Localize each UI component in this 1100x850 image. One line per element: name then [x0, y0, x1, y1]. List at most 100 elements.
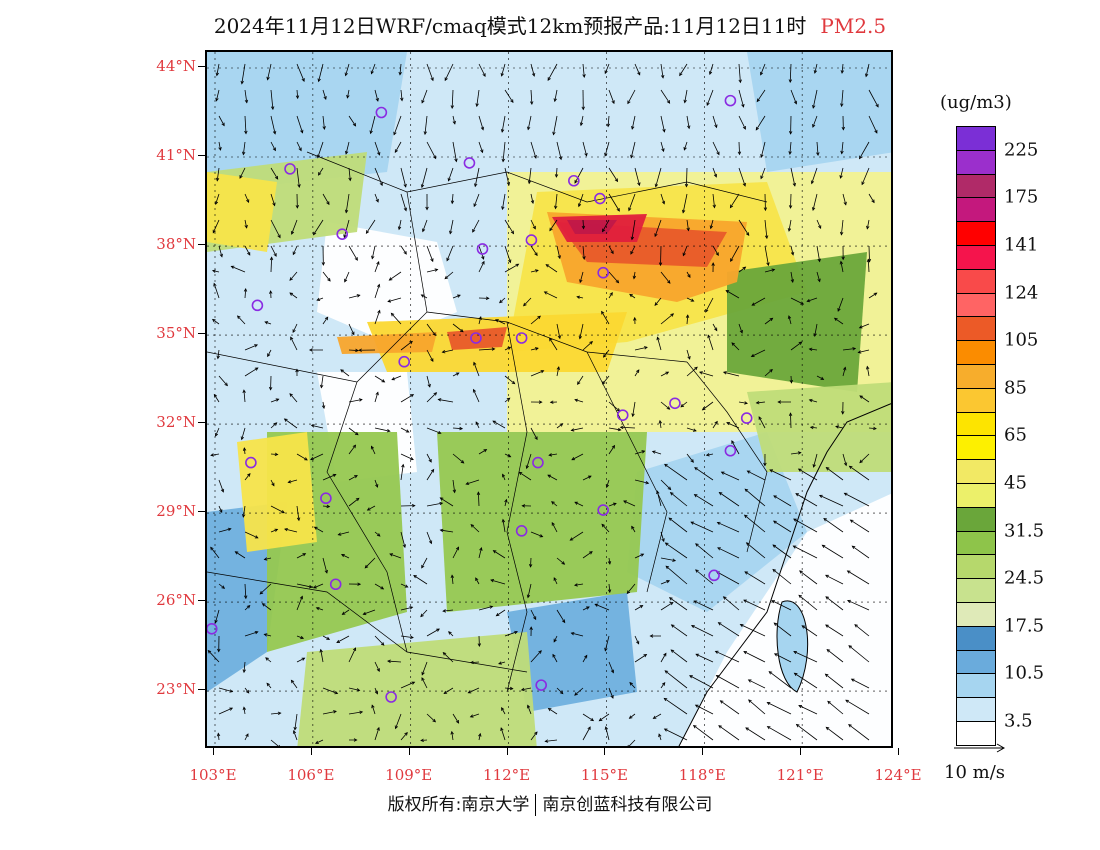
wind-vector [426, 392, 437, 403]
wind-vector-head [352, 122, 357, 127]
wind-vector [400, 531, 406, 548]
longitude-tick [898, 748, 900, 755]
wind-vector-head [501, 158, 506, 163]
colorbar-cell [956, 126, 996, 150]
wind-vector-head [473, 203, 477, 208]
wind-vector [655, 167, 662, 187]
wind-vector-head [259, 590, 264, 595]
wind-vector [501, 707, 506, 715]
wind-vector-head [739, 623, 744, 628]
wind-vector [605, 726, 610, 741]
wind-vector-head [292, 329, 296, 334]
station-marker [375, 106, 388, 119]
wind-vector-head [574, 501, 579, 505]
wind-vector-head [607, 560, 612, 565]
wind-vector-head [272, 202, 276, 207]
taiwan-island [776, 600, 809, 693]
wind-vector-head [220, 488, 225, 493]
latitude-label: 35°N [156, 324, 196, 343]
wind-vector-head [574, 398, 579, 402]
wind-vector [789, 141, 792, 155]
colorbar-cell [956, 173, 996, 198]
wind-vector [218, 583, 225, 589]
wind-vector-head [742, 126, 746, 130]
wind-vector [842, 453, 847, 466]
wind-vector-head [701, 406, 706, 411]
wind-vector [771, 600, 792, 611]
wind-vector-head [491, 347, 496, 351]
wind-vector-head [652, 715, 657, 719]
wind-vector [686, 366, 698, 377]
wind-vector-head [695, 543, 699, 547]
wind-vector-head [386, 429, 391, 433]
wind-vector [760, 141, 766, 158]
wind-vector-head [213, 282, 217, 287]
wind-vector-head [300, 129, 304, 134]
wind-vector-head [666, 580, 671, 584]
wind-vector [216, 63, 220, 76]
wind-vector-head [254, 344, 258, 348]
wind-vector-head [390, 312, 395, 317]
wind-vector-head [212, 229, 216, 234]
wind-vector-head [479, 547, 483, 551]
wind-vector [576, 296, 584, 299]
wind-vector [421, 557, 428, 569]
wind-vector-head [469, 660, 474, 665]
wind-vector [452, 713, 459, 724]
wind-vector-head [370, 70, 374, 75]
wind-vector-head [301, 657, 306, 661]
wind-vector [816, 219, 822, 229]
wind-vector [291, 680, 298, 689]
wind-vector-head [316, 297, 321, 301]
copyright: 版权所有:南京大学 南京创蓝科技有限公司 [0, 790, 1100, 816]
wind-vector [501, 63, 506, 77]
wind-vector-head [808, 347, 813, 352]
wind-vector-head [321, 262, 326, 266]
wind-vector-head [268, 386, 273, 391]
wind-vector [751, 349, 766, 357]
wind-vector [452, 453, 464, 464]
wind-vector-head [409, 606, 414, 610]
wind-vector [604, 635, 610, 651]
wind-vector-head [432, 332, 436, 337]
wind-vector [660, 271, 671, 284]
wind-vector [695, 569, 714, 585]
wind-vector-head [393, 131, 397, 136]
wind-vector-head [737, 151, 742, 156]
wind-vector-head [636, 640, 640, 645]
wind-vector [215, 193, 220, 205]
wind-vector [556, 141, 562, 160]
wind-vector-head [772, 520, 777, 524]
wind-vector [623, 500, 636, 507]
wind-vector-head [501, 473, 506, 478]
wind-vector [318, 167, 324, 176]
wind-vector [574, 501, 584, 507]
wind-vector-head [689, 675, 693, 679]
wind-vector-head [606, 123, 611, 128]
wind-vector [549, 453, 558, 456]
wind-vector-head [742, 182, 746, 187]
wind-vector [296, 63, 305, 82]
wind-vector-head [663, 728, 668, 732]
wind-vector-head [528, 563, 533, 568]
wind-vector-head [316, 154, 321, 159]
wind-vector-head [651, 450, 656, 454]
wind-vector [374, 141, 380, 156]
wind-vector [740, 624, 766, 637]
wind-vector [530, 531, 543, 538]
wind-vector [684, 89, 688, 103]
wind-vector [608, 245, 614, 254]
wind-vector [374, 261, 380, 273]
wind-vector-head [215, 72, 219, 77]
wind-vector-head [716, 151, 720, 156]
wind-vector [669, 597, 688, 611]
wind-vector-head [352, 647, 357, 652]
wind-vector [498, 661, 506, 665]
wind-vector-head [549, 400, 554, 404]
wind-vector [421, 294, 428, 299]
wind-vector [549, 338, 558, 351]
colorbar-label: 24.5 [1004, 567, 1045, 589]
wind-vector [764, 369, 773, 377]
wind-vector [348, 115, 356, 127]
wind-vector-head [538, 650, 542, 654]
